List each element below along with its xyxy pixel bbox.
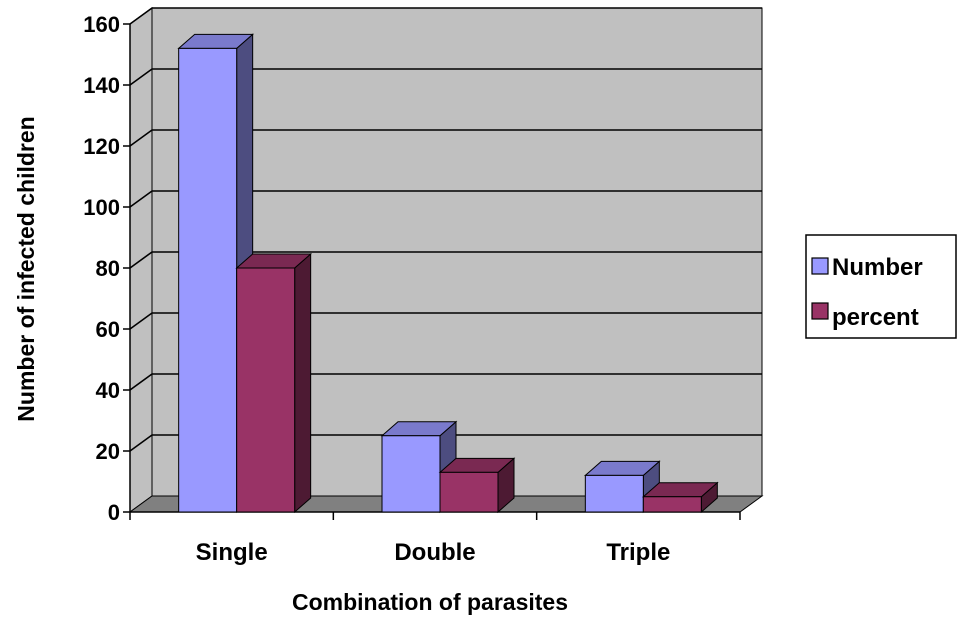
y-tick-label: 100 <box>83 195 120 220</box>
axis-labels: Number of infected children Combination … <box>13 116 568 615</box>
gridline <box>129 7 762 25</box>
x-tick-label: Double <box>394 539 475 566</box>
bars <box>177 33 719 514</box>
bar-percent-single <box>235 252 312 514</box>
gridline <box>129 251 762 269</box>
x-tick-label: Single <box>196 539 268 566</box>
legend-box <box>805 234 957 339</box>
gridline <box>129 68 762 86</box>
bar-front <box>381 435 441 513</box>
y-axis-title: Number of infected children <box>13 116 39 421</box>
bar-percent-triple <box>642 481 719 514</box>
y-tick-label: 120 <box>83 134 120 159</box>
legend-label-number: Number <box>832 254 923 281</box>
y-tick-label: 60 <box>96 317 120 342</box>
bar-front <box>642 496 702 513</box>
x-tick-label: Triple <box>606 539 670 566</box>
gridline <box>129 373 762 391</box>
gridline <box>129 434 762 452</box>
bar-side <box>294 252 312 514</box>
bar-front <box>439 471 499 513</box>
y-tick-label: 160 <box>83 12 120 37</box>
bar-percent-double <box>438 457 516 514</box>
bar-front <box>236 267 296 513</box>
y-tick-label: 20 <box>96 439 120 464</box>
legend-label-percent: percent <box>832 304 919 331</box>
legend-swatch-number <box>811 257 829 275</box>
legend: Number percent <box>805 234 957 339</box>
x-axis-title: Combination of parasites <box>292 589 568 615</box>
y-tick-label: 140 <box>83 73 120 98</box>
axes: 0 20 40 60 80 100 120 140 160 Single Double Triple <box>83 12 741 566</box>
gridline <box>129 190 762 208</box>
bar-front <box>178 47 238 513</box>
bar-number-triple <box>584 460 661 514</box>
y-tick-label: 0 <box>108 500 120 525</box>
legend-swatch-percent <box>811 302 829 320</box>
bar-front <box>584 474 644 513</box>
y-tick-label: 40 <box>96 378 120 403</box>
gridline <box>129 312 762 330</box>
gridline <box>129 129 762 147</box>
y-tick-label: 80 <box>96 256 120 281</box>
